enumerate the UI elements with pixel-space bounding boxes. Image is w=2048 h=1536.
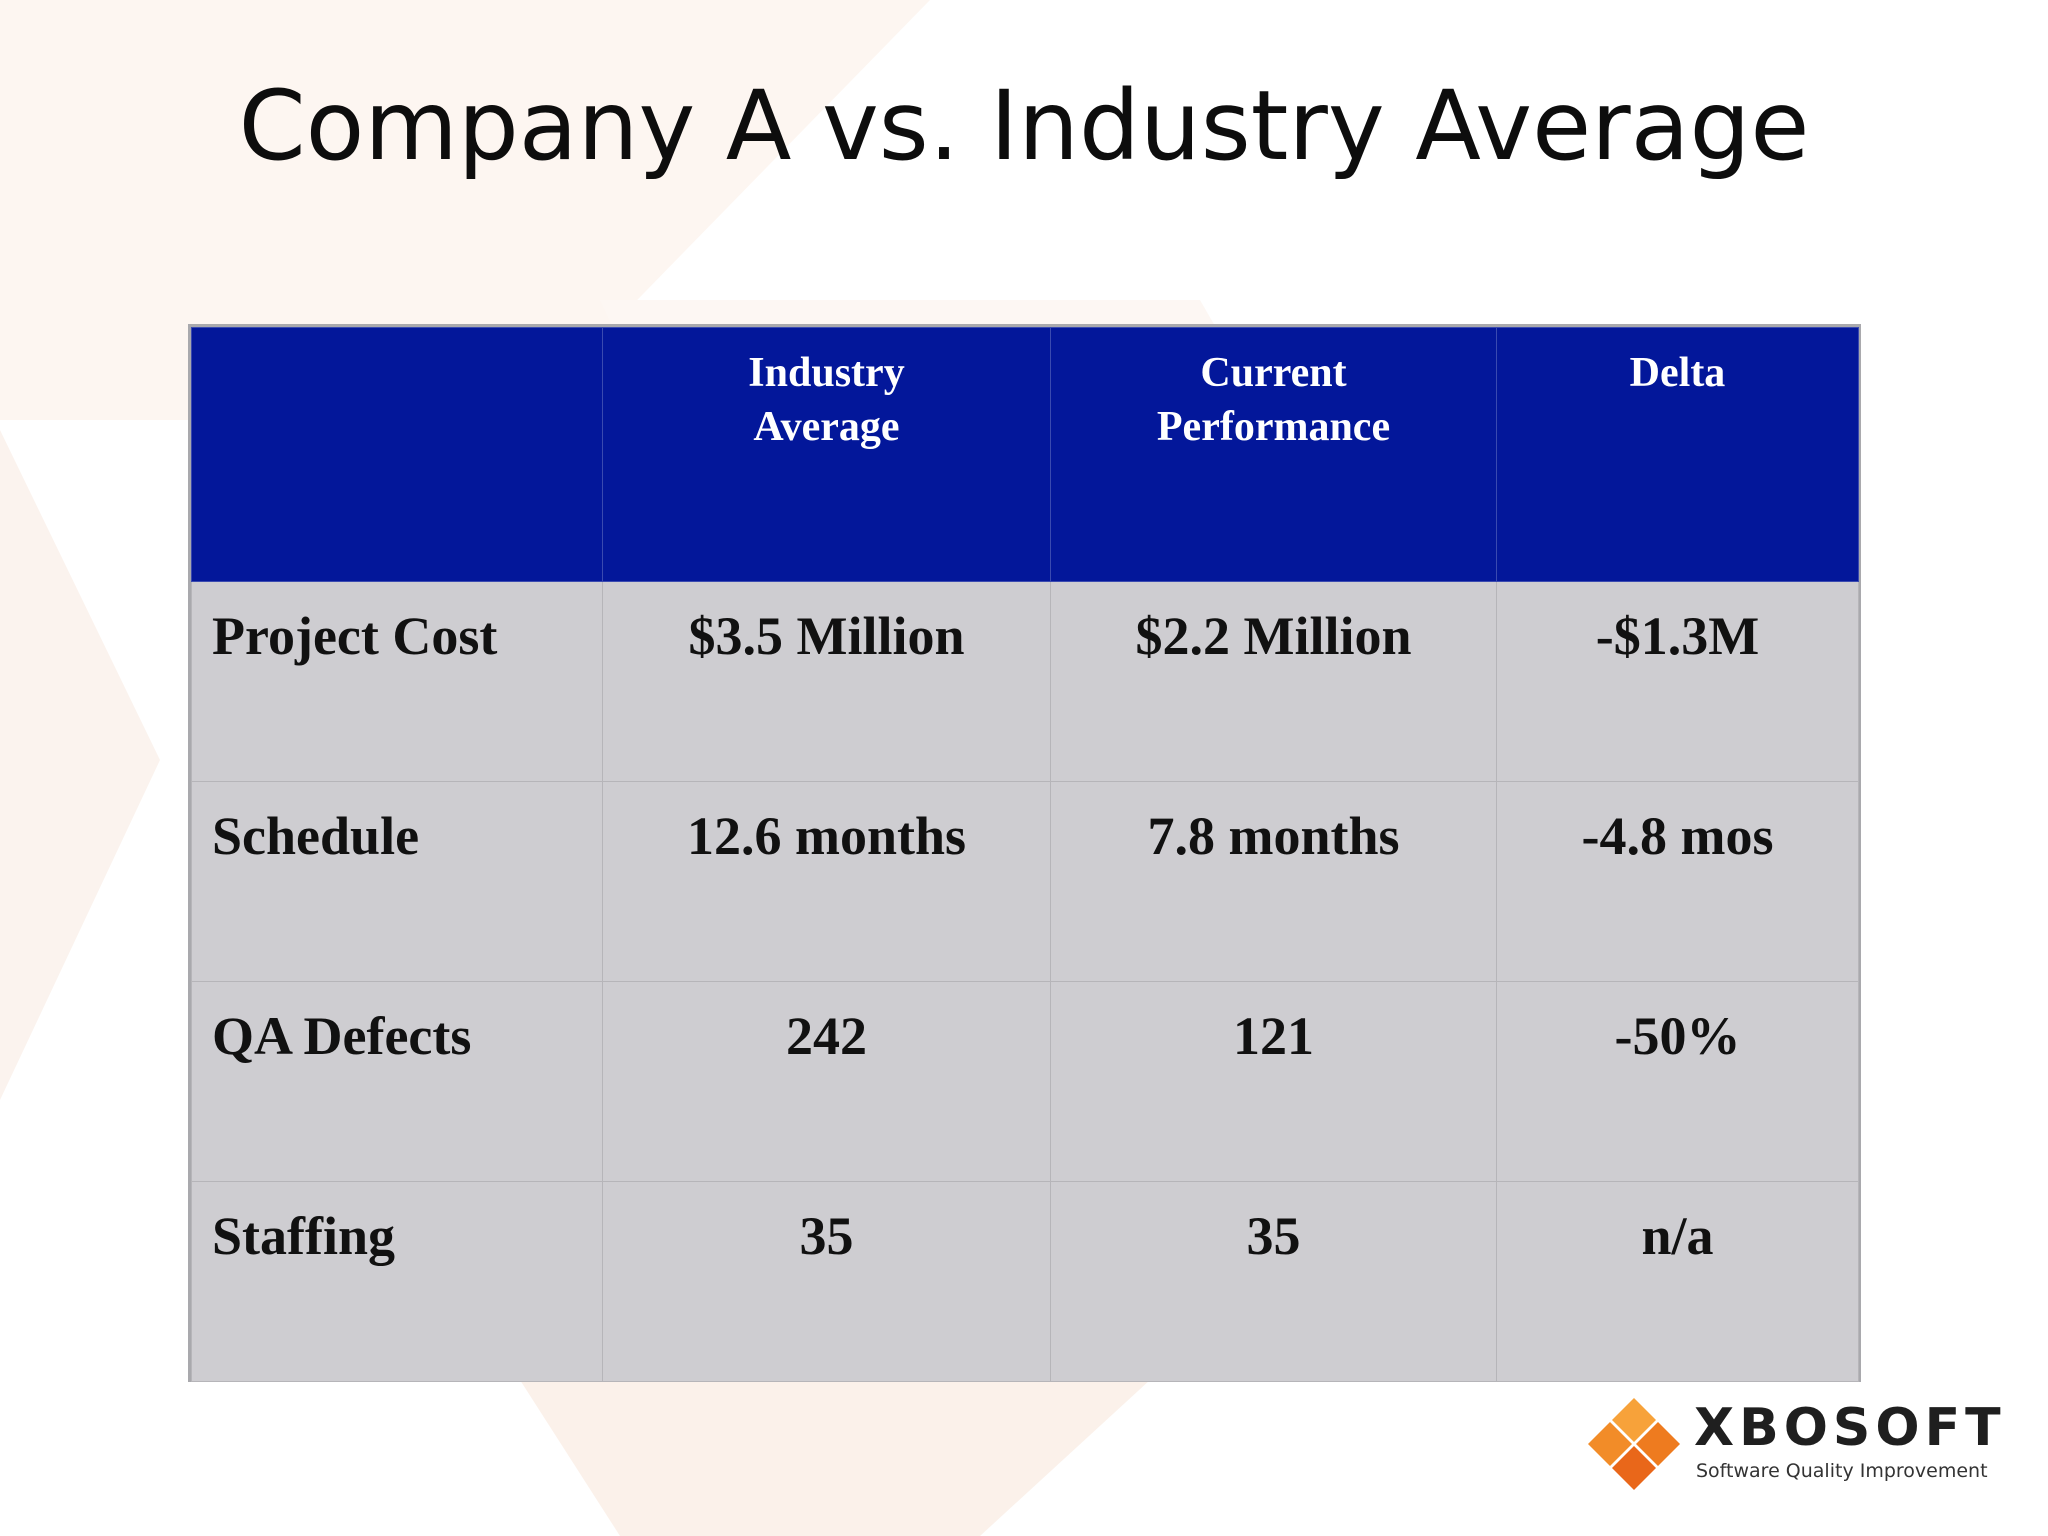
industry-average-value: 35 <box>602 1181 1051 1382</box>
header-cell-empty <box>191 327 603 582</box>
industry-average-value: 242 <box>602 981 1051 1182</box>
logo-tagline: Software Quality Improvement <box>1696 1460 1988 1482</box>
header-line: Current <box>1200 350 1347 396</box>
delta-value: n/a <box>1496 1181 1859 1382</box>
table-row: Schedule 12.6 months 7.8 months -4.8 mos <box>191 781 1859 982</box>
header-line: Delta <box>1629 350 1726 396</box>
header-cell-delta: Delta <box>1496 327 1859 582</box>
logo-wordmark: XBOSOFT <box>1694 1398 2006 1458</box>
delta-value: -50% <box>1496 981 1859 1182</box>
header-cell-industry-average: Industry Average <box>602 327 1051 582</box>
row-label: Staffing <box>191 1181 603 1382</box>
xbosoft-logo: XBOSOFT Software Quality Improvement <box>1586 1396 2006 1496</box>
row-label: QA Defects <box>191 981 603 1182</box>
diamond-logo-icon <box>1588 1398 1680 1490</box>
current-performance-value: 35 <box>1050 1181 1497 1382</box>
table-row: Project Cost $3.5 Million $2.2 Million -… <box>191 581 1859 782</box>
delta-value: -4.8 mos <box>1496 781 1859 982</box>
header-line: Industry <box>748 350 905 396</box>
slide-title: Company A vs. Industry Average <box>238 70 1810 182</box>
comparison-table: Industry Average Current Performance Del… <box>188 324 1861 1382</box>
current-performance-value: 121 <box>1050 981 1497 1182</box>
table-row: QA Defects 242 121 -50% <box>191 981 1859 1182</box>
header-cell-current-performance: Current Performance <box>1050 327 1497 582</box>
row-label: Schedule <box>191 781 603 982</box>
delta-value: -$1.3M <box>1496 581 1859 782</box>
row-label: Project Cost <box>191 581 603 782</box>
industry-average-value: 12.6 months <box>602 781 1051 982</box>
table-header-row: Industry Average Current Performance Del… <box>191 327 1859 582</box>
header-line: Performance <box>1156 404 1391 450</box>
current-performance-value: 7.8 months <box>1050 781 1497 982</box>
table-row: Staffing 35 35 n/a <box>191 1181 1859 1382</box>
header-line: Average <box>753 404 900 450</box>
industry-average-value: $3.5 Million <box>602 581 1051 782</box>
current-performance-value: $2.2 Million <box>1050 581 1497 782</box>
